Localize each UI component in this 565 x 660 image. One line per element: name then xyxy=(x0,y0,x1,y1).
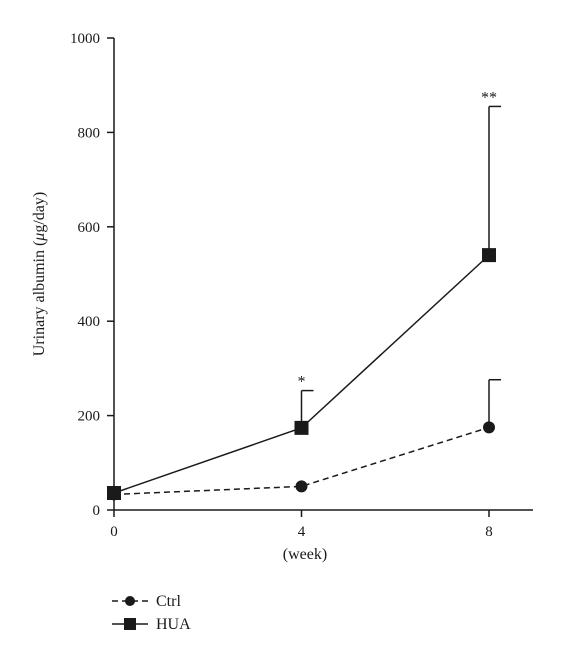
y-tick-label: 200 xyxy=(78,409,101,425)
error-bars xyxy=(300,105,501,428)
y-tick-label: 0 xyxy=(93,503,101,519)
y-axis-title-pre: Urinary albumin ( xyxy=(31,241,48,357)
x-ticks: 0 4 8 xyxy=(110,510,493,540)
significance-marker: ** xyxy=(481,89,497,106)
marker-ctrl xyxy=(295,480,308,493)
legend-marker-ctrl xyxy=(125,596,135,606)
data-points xyxy=(107,248,496,501)
legend-marker-hua xyxy=(124,618,136,630)
axes xyxy=(113,38,533,511)
marker-ctrl xyxy=(483,421,495,434)
marker-hua xyxy=(294,420,309,435)
y-axis-title-unit: μ xyxy=(31,233,48,242)
x-axis-title: (week) xyxy=(283,546,327,563)
y-tick-label: 400 xyxy=(78,314,101,330)
y-axis-title-post: g/day) xyxy=(31,192,48,233)
y-axis-title: Urinary albumin (μg/day) xyxy=(31,192,48,356)
legend-label-hua: HUA xyxy=(156,616,191,633)
y-tick-label: 800 xyxy=(78,125,101,141)
marker-hua xyxy=(482,248,496,263)
y-tick-label: 1000 xyxy=(70,31,100,47)
annotations: *** xyxy=(298,89,498,390)
x-tick-label: 8 xyxy=(485,524,493,540)
marker-hua xyxy=(107,486,121,501)
legend: Ctrl HUA xyxy=(112,593,191,633)
legend-label-ctrl: Ctrl xyxy=(156,593,181,610)
x-tick-label: 0 xyxy=(110,524,118,540)
significance-marker: * xyxy=(298,374,306,391)
x-tick-label: 4 xyxy=(298,524,306,540)
y-ticks: 0 200 400 600 800 1000 xyxy=(70,31,114,519)
series-line-ctrl xyxy=(113,426,490,496)
y-tick-label: 600 xyxy=(78,220,101,236)
